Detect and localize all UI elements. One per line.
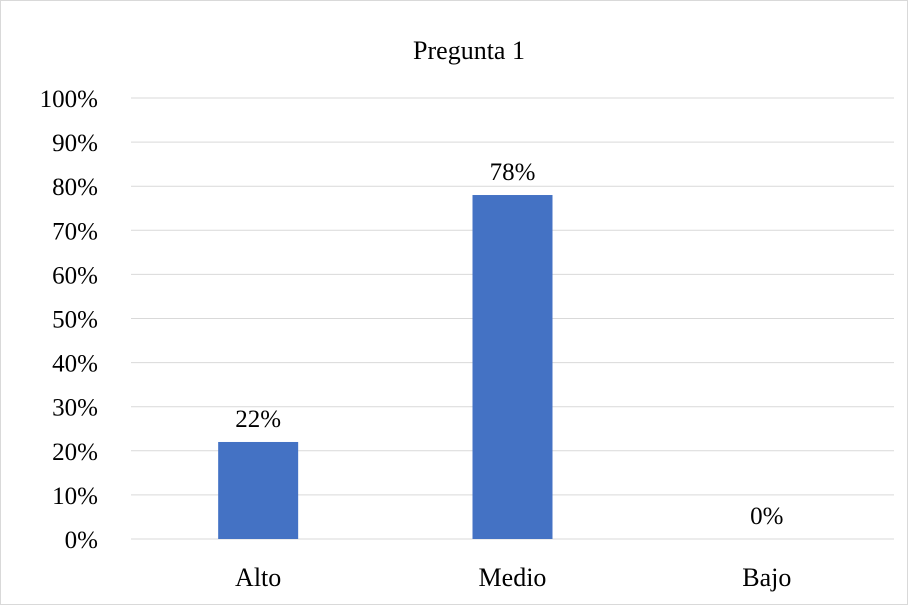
y-tick-label: 80%: [52, 174, 98, 201]
data-label-medio: 78%: [490, 159, 536, 186]
data-label-bajo: 0%: [750, 503, 783, 530]
bar-alto: [218, 441, 299, 539]
bars: [218, 195, 553, 539]
x-tick-label-medio: Medio: [479, 563, 547, 592]
y-tick-label: 100%: [40, 86, 98, 113]
y-tick-label: 30%: [52, 395, 98, 422]
chart-title: Pregunta 1: [413, 36, 525, 65]
y-tick-label: 20%: [52, 439, 98, 466]
y-tick-label: 50%: [52, 307, 98, 334]
y-tick-label: 90%: [52, 130, 98, 157]
y-tick-label: 70%: [52, 218, 98, 245]
x-tick-label-alto: Alto: [235, 563, 281, 592]
bar-medio: [472, 195, 553, 539]
y-tick-label: 10%: [52, 483, 98, 510]
y-axis-tick-labels: 0% 10% 20% 30% 40% 50% 60% 70% 80% 90% 100%: [40, 86, 98, 554]
y-tick-label: 40%: [52, 351, 98, 378]
data-label-alto: 22%: [235, 406, 281, 433]
y-tick-label: 0%: [65, 527, 98, 554]
x-axis-tick-labels: Alto Medio Bajo: [235, 563, 791, 592]
x-tick-label-bajo: Bajo: [742, 563, 791, 592]
data-labels: 22% 78% 0%: [235, 159, 783, 530]
y-tick-label: 60%: [52, 262, 98, 289]
